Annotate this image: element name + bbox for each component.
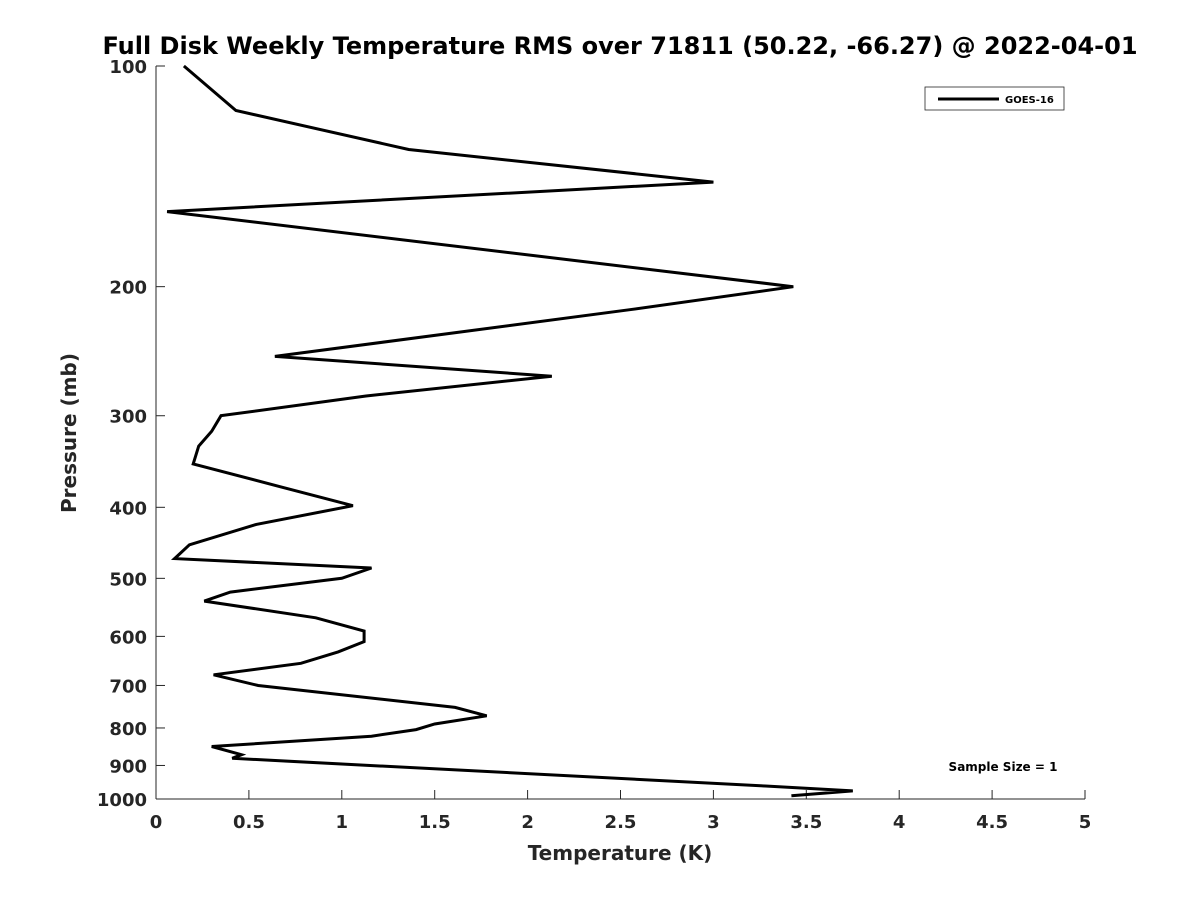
y-tick-label: 800 xyxy=(109,719,147,740)
x-tick-label: 0.5 xyxy=(233,812,265,833)
y-tick-label: 300 xyxy=(109,407,147,428)
y-tick-label: 200 xyxy=(109,278,147,299)
y-tick-label: 500 xyxy=(109,569,147,590)
y-tick-label: 700 xyxy=(109,676,147,697)
sample-size-annotation: Sample Size = 1 xyxy=(949,760,1058,774)
x-tick-label: 2 xyxy=(521,812,534,833)
x-tick-label: 2.5 xyxy=(605,812,637,833)
y-tick-label: 600 xyxy=(109,627,147,648)
x-tick-label: 3 xyxy=(707,812,720,833)
x-tick-label: 3.5 xyxy=(790,812,822,833)
x-tick-label: 0 xyxy=(150,812,163,833)
y-tick-label: 100 xyxy=(109,57,147,78)
y-tick-label: 1000 xyxy=(97,790,147,811)
legend: GOES-16 xyxy=(924,86,1065,111)
x-tick-label: 1 xyxy=(336,812,349,833)
y-axis-label: Pressure (mb) xyxy=(57,353,81,513)
y-tick-label: 900 xyxy=(109,756,147,777)
y-tick-label: 400 xyxy=(109,498,147,519)
x-tick-label: 1.5 xyxy=(419,812,451,833)
x-tick-label: 5 xyxy=(1079,812,1092,833)
plot-area: 0 0.5 1 1.5 2 2.5 3 3.5 4 4.5 5 100 200 300 400 500 600… xyxy=(97,57,1091,833)
series-line-goes-16 xyxy=(166,64,853,798)
y-ticks: 100 200 300 400 500 600 700 800 900 1000 xyxy=(97,57,165,811)
x-axis-label: Temperature (K) xyxy=(528,841,713,865)
x-ticks: 0 0.5 1 1.5 2 2.5 3 3.5 4 4.5 5 xyxy=(150,790,1092,833)
x-tick-label: 4 xyxy=(893,812,906,833)
chart-title: Full Disk Weekly Temperature RMS over 71… xyxy=(102,32,1137,60)
x-tick-label: 4.5 xyxy=(976,812,1008,833)
legend-label-goes-16: GOES-16 xyxy=(1005,95,1054,106)
